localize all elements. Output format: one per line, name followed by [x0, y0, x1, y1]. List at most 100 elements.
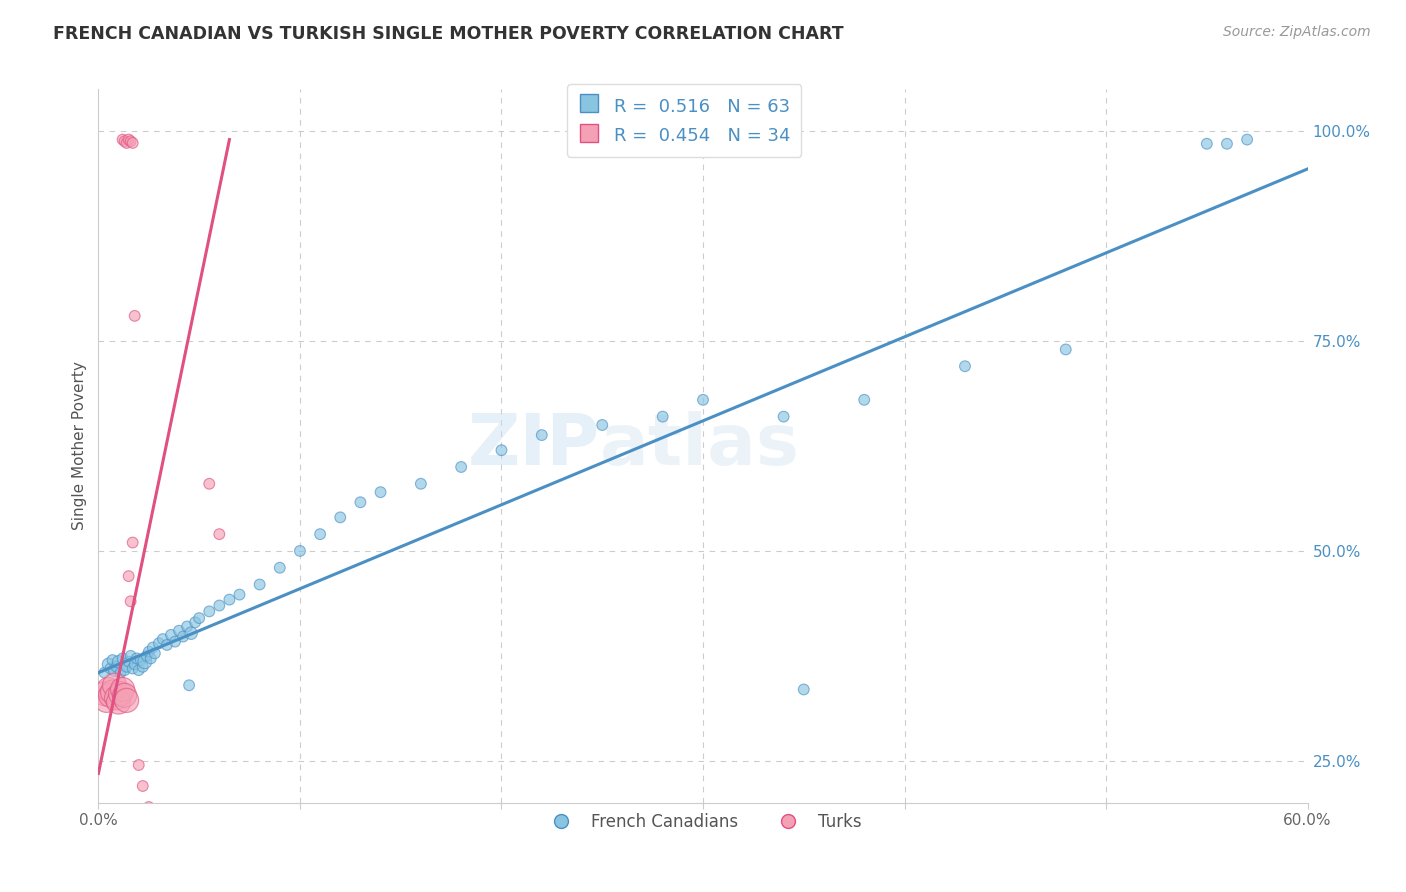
Point: [114, 663, 136, 677]
Point: [218, 592, 240, 607]
Point: [101, 685, 124, 699]
Point: [125, 651, 148, 665]
Point: [167, 871, 190, 886]
Point: [120, 134, 142, 148]
Point: [152, 632, 174, 646]
Legend: French Canadians, Turks: French Canadians, Turks: [537, 806, 869, 838]
Point: [103, 678, 125, 692]
Point: [329, 510, 352, 524]
Point: [208, 527, 231, 541]
Point: [101, 653, 124, 667]
Point: [93, 665, 115, 680]
Point: [148, 833, 170, 847]
Point: [115, 660, 138, 674]
Point: [651, 409, 673, 424]
Point: [103, 663, 125, 677]
Text: Source: ZipAtlas.com: Source: ZipAtlas.com: [1223, 25, 1371, 39]
Point: [1195, 136, 1218, 151]
Point: [228, 588, 250, 602]
Text: ZIP: ZIP: [468, 411, 600, 481]
Point: [110, 665, 132, 680]
Point: [591, 417, 613, 432]
Point: [111, 651, 134, 665]
Point: [115, 136, 138, 150]
Point: [1236, 132, 1258, 146]
Point: [128, 758, 150, 772]
Point: [198, 604, 221, 618]
Point: [409, 476, 432, 491]
Point: [180, 626, 202, 640]
Point: [118, 655, 141, 669]
Point: [1054, 343, 1077, 357]
Point: [115, 693, 138, 707]
Point: [120, 648, 142, 663]
Text: FRENCH CANADIAN VS TURKISH SINGLE MOTHER POVERTY CORRELATION CHART: FRENCH CANADIAN VS TURKISH SINGLE MOTHER…: [53, 25, 844, 43]
Point: [208, 599, 231, 613]
Point: [349, 495, 371, 509]
Text: atlas: atlas: [600, 411, 800, 481]
Point: [143, 817, 166, 831]
Point: [198, 476, 221, 491]
Point: [100, 661, 122, 675]
Point: [138, 800, 160, 814]
Point: [309, 527, 332, 541]
Point: [138, 645, 160, 659]
Point: [105, 660, 128, 674]
Point: [129, 653, 152, 667]
Point: [179, 678, 201, 692]
Y-axis label: Single Mother Poverty: Single Mother Poverty: [72, 361, 87, 531]
Point: [107, 695, 129, 709]
Point: [97, 682, 120, 697]
Point: [132, 660, 155, 674]
Point: [121, 535, 143, 549]
Point: [114, 689, 136, 703]
Point: [97, 657, 120, 672]
Point: [128, 663, 150, 677]
Point: [167, 624, 190, 638]
Point: [269, 560, 291, 574]
Point: [188, 611, 211, 625]
Point: [143, 646, 166, 660]
Point: [853, 392, 876, 407]
Point: [121, 661, 143, 675]
Point: [111, 132, 134, 146]
Point: [121, 136, 143, 150]
Point: [110, 687, 132, 701]
Point: [107, 655, 129, 669]
Point: [105, 690, 128, 705]
Point: [1216, 136, 1239, 151]
Point: [491, 443, 513, 458]
Point: [530, 428, 553, 442]
Point: [179, 884, 201, 892]
Point: [450, 460, 472, 475]
Point: [118, 132, 141, 146]
Point: [184, 615, 207, 630]
Point: [772, 409, 794, 424]
Point: [249, 577, 271, 591]
Point: [124, 309, 146, 323]
Point: [134, 655, 156, 669]
Point: [157, 855, 180, 869]
Point: [692, 392, 714, 407]
Point: [96, 693, 118, 707]
Point: [160, 628, 183, 642]
Point: [139, 651, 162, 665]
Point: [142, 640, 165, 655]
Point: [953, 359, 976, 374]
Point: [132, 779, 155, 793]
Point: [111, 682, 134, 697]
Point: [124, 657, 146, 672]
Point: [114, 134, 136, 148]
Point: [100, 689, 122, 703]
Point: [163, 634, 186, 648]
Point: [120, 594, 142, 608]
Point: [176, 619, 198, 633]
Point: [172, 630, 194, 644]
Point: [118, 569, 141, 583]
Point: [156, 638, 179, 652]
Point: [135, 648, 157, 663]
Point: [370, 485, 392, 500]
Point: [148, 636, 170, 650]
Point: [793, 682, 815, 697]
Point: [93, 687, 115, 701]
